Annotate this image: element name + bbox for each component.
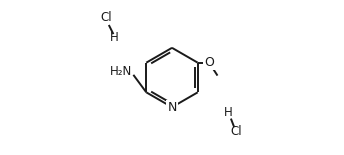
Text: N: N (167, 101, 177, 114)
Text: H: H (110, 31, 119, 44)
Text: H₂N: H₂N (110, 64, 132, 78)
Text: Cl: Cl (100, 11, 111, 24)
Text: Cl: Cl (230, 125, 242, 138)
Text: O: O (204, 56, 214, 69)
Text: H: H (224, 106, 233, 119)
